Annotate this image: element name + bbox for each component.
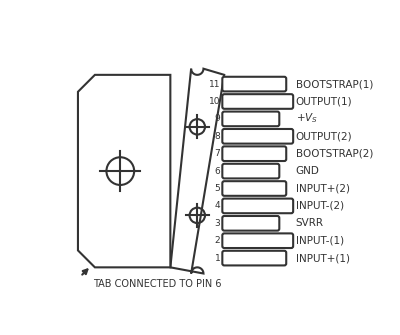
- Text: 2: 2: [215, 236, 220, 245]
- Polygon shape: [170, 69, 224, 273]
- Text: INPUT+(2): INPUT+(2): [296, 184, 350, 194]
- Text: 6: 6: [215, 166, 220, 176]
- FancyBboxPatch shape: [222, 94, 293, 109]
- FancyBboxPatch shape: [222, 164, 279, 179]
- FancyBboxPatch shape: [222, 199, 293, 213]
- Text: INPUT-(2): INPUT-(2): [296, 201, 344, 211]
- Text: INPUT+(1): INPUT+(1): [296, 253, 350, 263]
- Text: 9: 9: [215, 114, 220, 123]
- Text: OUTPUT(2): OUTPUT(2): [296, 131, 352, 141]
- Text: 5: 5: [215, 184, 220, 193]
- Text: 7: 7: [215, 149, 220, 158]
- FancyBboxPatch shape: [222, 181, 286, 196]
- Text: BOOTSTRAP(2): BOOTSTRAP(2): [296, 149, 373, 159]
- Text: SVRR: SVRR: [296, 218, 324, 228]
- Text: $+V_S$: $+V_S$: [296, 111, 318, 125]
- Text: 4: 4: [215, 201, 220, 210]
- FancyBboxPatch shape: [222, 112, 279, 126]
- FancyBboxPatch shape: [222, 129, 293, 144]
- Text: 11: 11: [209, 80, 220, 88]
- Polygon shape: [78, 75, 170, 267]
- Text: 8: 8: [215, 132, 220, 141]
- Text: INPUT-(1): INPUT-(1): [296, 236, 344, 246]
- Text: OUTPUT(1): OUTPUT(1): [296, 96, 352, 107]
- Text: GND: GND: [296, 166, 320, 176]
- Text: BOOTSTRAP(1): BOOTSTRAP(1): [296, 79, 373, 89]
- FancyBboxPatch shape: [222, 146, 286, 161]
- Text: 3: 3: [215, 219, 220, 228]
- FancyBboxPatch shape: [222, 77, 286, 91]
- FancyBboxPatch shape: [222, 233, 293, 248]
- Text: 10: 10: [209, 97, 220, 106]
- FancyBboxPatch shape: [222, 251, 286, 265]
- Text: 1: 1: [215, 254, 220, 263]
- FancyBboxPatch shape: [222, 216, 279, 230]
- Text: TAB CONNECTED TO PIN 6: TAB CONNECTED TO PIN 6: [93, 279, 222, 289]
